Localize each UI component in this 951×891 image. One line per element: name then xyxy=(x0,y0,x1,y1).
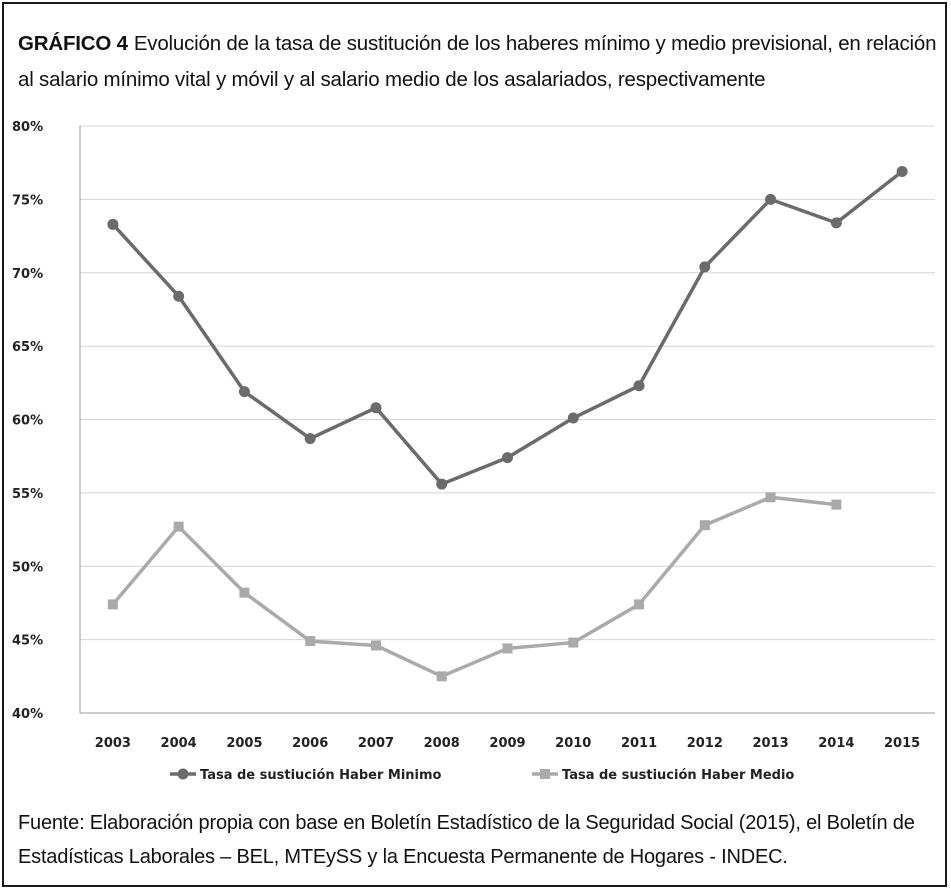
data-point xyxy=(699,261,711,273)
x-tick-label: 2008 xyxy=(424,736,460,751)
x-tick-label: 2007 xyxy=(358,736,394,751)
data-point xyxy=(502,643,513,654)
data-point xyxy=(436,478,448,490)
x-tick-label: 2006 xyxy=(292,736,328,751)
figure-label: GRÁFICO 4 xyxy=(18,32,128,55)
data-point xyxy=(830,217,842,229)
data-point xyxy=(370,402,382,414)
data-point xyxy=(107,218,119,230)
line-chart: 40% 45% 50% 55% 60% 65% 70% 75% 80% 2003 2004 2005 2… xyxy=(12,120,935,783)
y-tick-label: 60% xyxy=(12,414,43,429)
x-tick-label: 2015 xyxy=(884,736,920,751)
data-point xyxy=(436,671,447,682)
data-point xyxy=(107,599,118,610)
data-point xyxy=(305,636,316,647)
x-tick-label: 2010 xyxy=(555,736,591,751)
y-tick-label: 80% xyxy=(12,120,43,135)
data-point xyxy=(304,433,316,445)
data-point xyxy=(502,452,513,464)
figure-title: GRÁFICO 4 Evolución de la tasa de sustitu… xyxy=(18,26,938,98)
y-tick-label: 40% xyxy=(12,707,43,722)
data-point xyxy=(370,640,381,651)
figure-title-text: Evolución de la tasa de sustitución de l… xyxy=(18,32,937,91)
x-tick-label: 2012 xyxy=(687,736,723,751)
x-tick-label: 2011 xyxy=(621,736,657,751)
x-tick-label: 2004 xyxy=(161,736,197,751)
data-point xyxy=(896,165,908,177)
y-tick-label: 55% xyxy=(12,487,43,502)
data-point xyxy=(239,587,250,598)
data-point xyxy=(173,521,184,532)
data-point xyxy=(831,499,842,510)
y-tick-label: 75% xyxy=(12,193,43,208)
y-tick-label: 50% xyxy=(12,560,43,575)
data-point xyxy=(173,290,185,302)
data-point xyxy=(568,637,579,648)
y-tick-label: 70% xyxy=(12,267,43,282)
legend-marker xyxy=(540,769,550,779)
data-point xyxy=(634,599,645,610)
data-point xyxy=(238,386,250,398)
x-tick-label: 2005 xyxy=(226,736,262,751)
series-line-1 xyxy=(111,170,904,486)
series-line-2 xyxy=(111,495,837,679)
data-point xyxy=(765,492,776,503)
data-point xyxy=(567,412,579,424)
x-tick-label: 2013 xyxy=(752,736,788,751)
legend-marker xyxy=(177,768,189,780)
legend-label: Tasa de sustiución Haber Minimo xyxy=(200,768,442,783)
x-tick-label: 2009 xyxy=(489,736,525,751)
legend-label: Tasa de sustiución Haber Medio xyxy=(562,768,794,783)
figure-source: Fuente: Elaboración propia con base en B… xyxy=(18,812,915,868)
y-tick-label: 65% xyxy=(12,340,43,355)
data-point xyxy=(765,193,777,205)
data-point xyxy=(699,520,710,531)
x-tick-label: 2003 xyxy=(95,736,131,751)
x-tick-label: 2014 xyxy=(818,736,854,751)
y-tick-label: 45% xyxy=(12,634,43,649)
data-point xyxy=(633,380,645,392)
